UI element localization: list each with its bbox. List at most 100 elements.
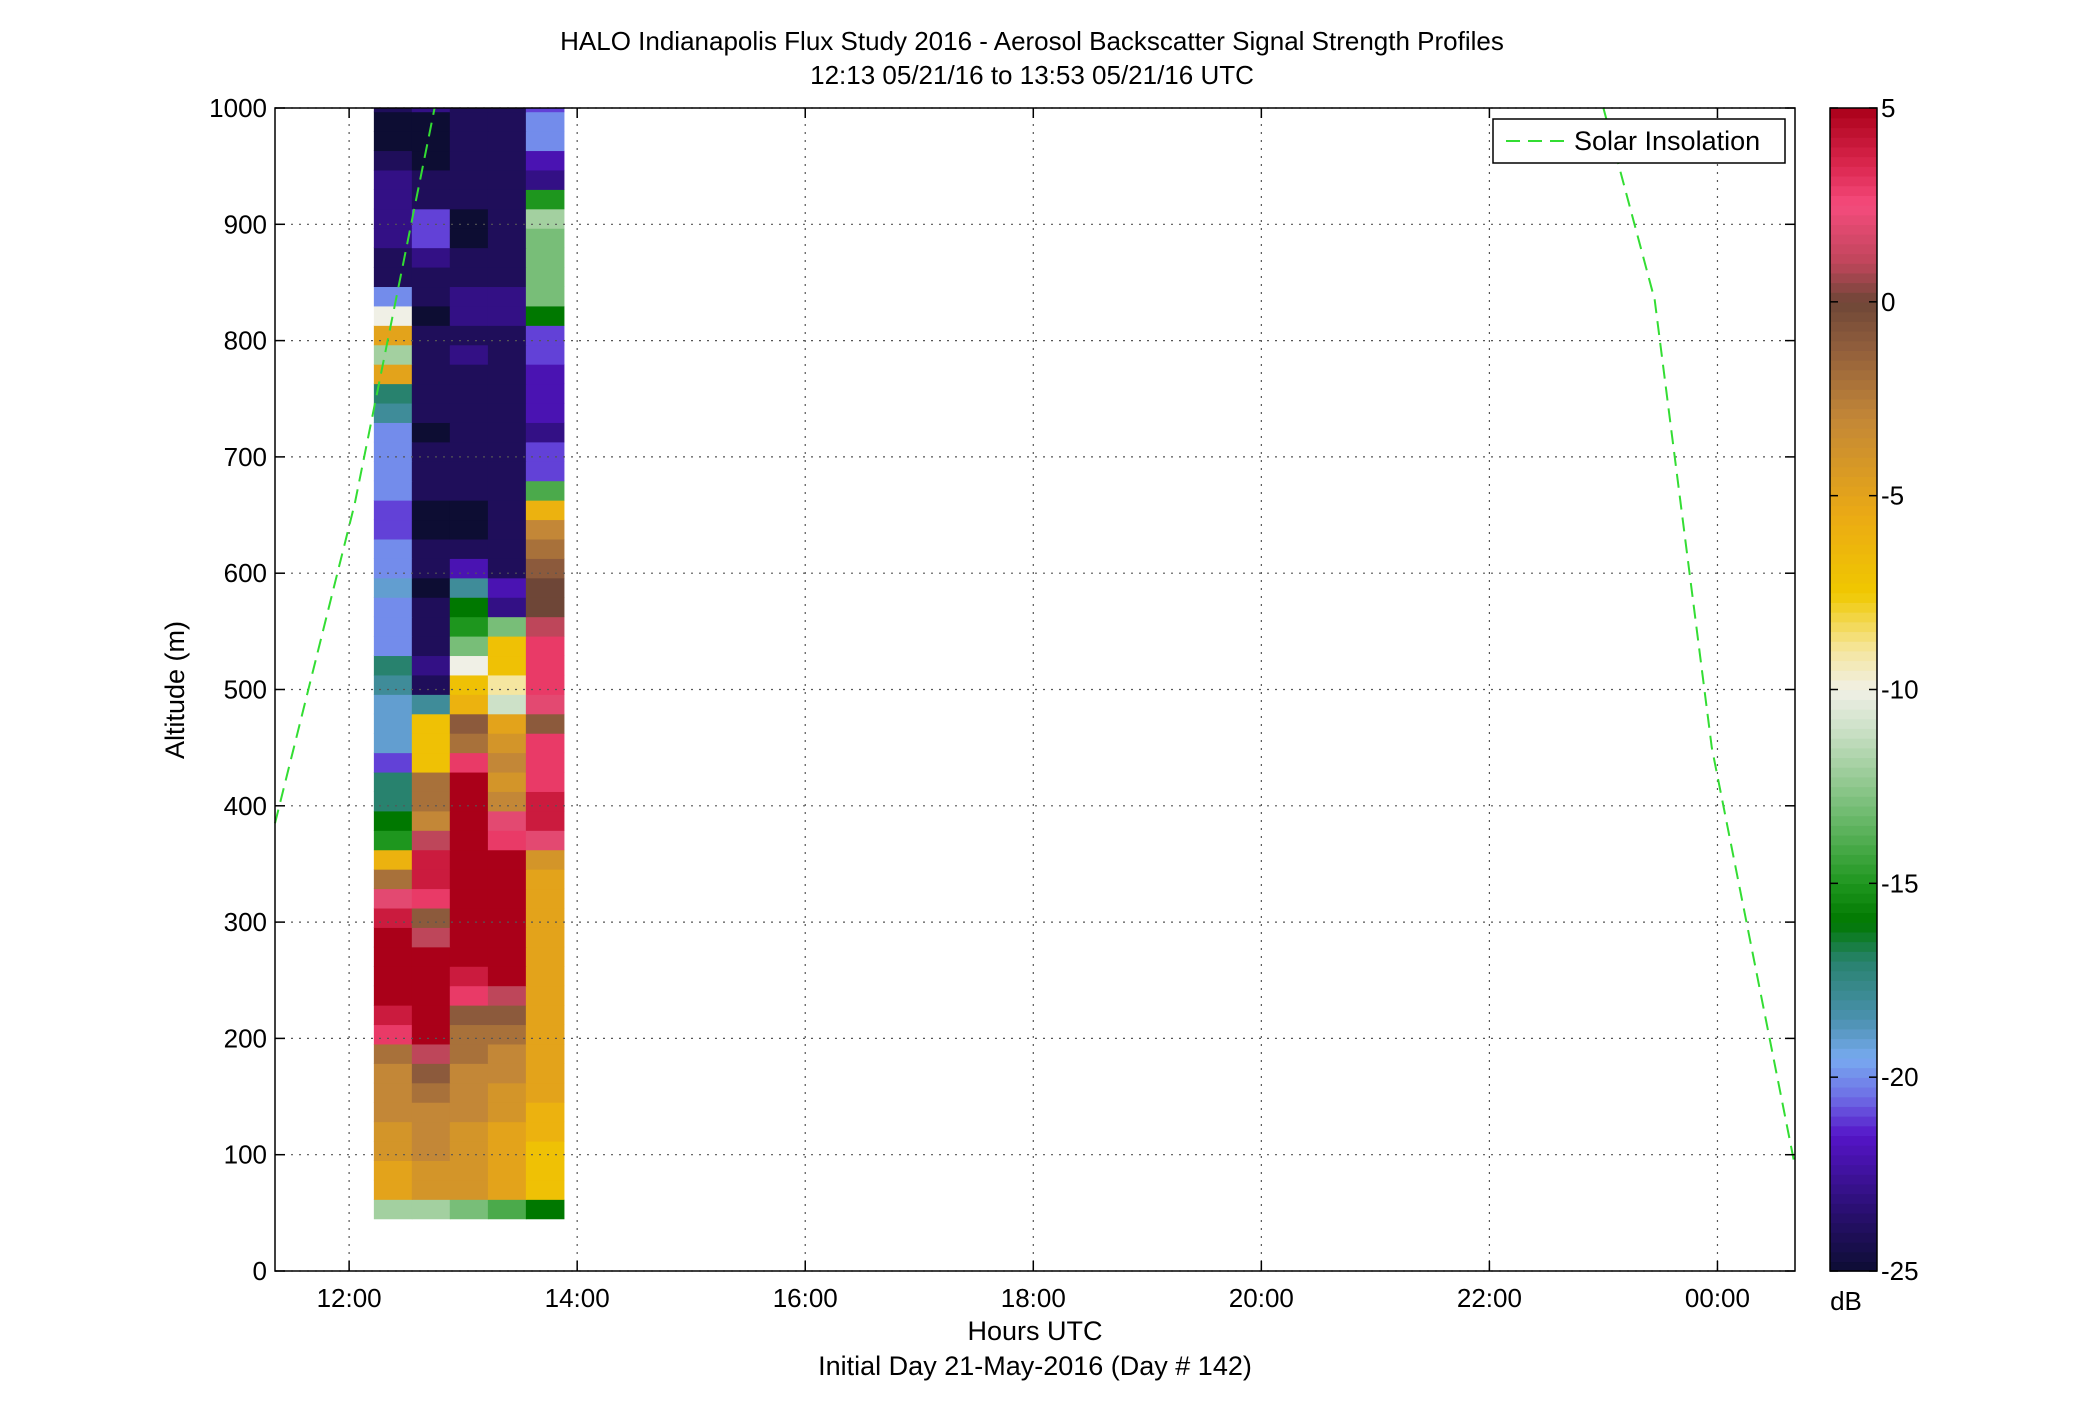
x-tick-label: 00:00 bbox=[1685, 1283, 1750, 1313]
colorbar-band bbox=[1830, 166, 1877, 177]
colorbar-band bbox=[1830, 689, 1877, 700]
colorbar-band bbox=[1830, 670, 1877, 681]
colorbar-band bbox=[1830, 737, 1877, 749]
y-tick-label: 200 bbox=[224, 1023, 267, 1053]
heatmap-cell bbox=[525, 286, 565, 307]
colorbar-band bbox=[1830, 796, 1877, 807]
colorbar-band bbox=[1830, 321, 1877, 332]
heatmap-cell bbox=[525, 480, 565, 501]
heatmap-cell bbox=[373, 752, 413, 773]
heatmap-cell bbox=[411, 810, 451, 831]
heatmap-cell bbox=[411, 985, 451, 1006]
heatmap-cell bbox=[373, 1160, 413, 1181]
heatmap-cell bbox=[487, 150, 527, 171]
heatmap-cell bbox=[449, 519, 489, 540]
x-tick-label: 20:00 bbox=[1229, 1283, 1294, 1313]
heatmap-cell bbox=[411, 1121, 451, 1142]
colorbar-tick-label: -15 bbox=[1881, 868, 1919, 898]
heatmap-cell bbox=[449, 771, 489, 792]
heatmap-cell bbox=[373, 1199, 413, 1220]
colorbar-band bbox=[1830, 534, 1877, 545]
heatmap-cell bbox=[411, 616, 451, 637]
heatmap-cell bbox=[487, 810, 527, 831]
colorbar-band bbox=[1830, 195, 1877, 206]
heatmap-cell bbox=[449, 131, 489, 152]
heatmap-cell bbox=[449, 1121, 489, 1142]
colorbar-band bbox=[1830, 1145, 1877, 1156]
colorbar-band bbox=[1830, 611, 1877, 623]
colorbar-band bbox=[1830, 922, 1877, 933]
heatmap-cell bbox=[525, 500, 565, 521]
heatmap-cell bbox=[449, 228, 489, 249]
heatmap-cell bbox=[411, 402, 451, 423]
heatmap-cell bbox=[411, 422, 451, 443]
heatmap-cell bbox=[373, 1121, 413, 1142]
y-tick-label: 300 bbox=[224, 907, 267, 937]
heatmap-cell bbox=[525, 1005, 565, 1026]
x-axis-sublabel: Initial Day 21-May-2016 (Day # 142) bbox=[818, 1351, 1252, 1381]
heatmap-cell bbox=[411, 480, 451, 501]
heatmap-cell bbox=[525, 1160, 565, 1181]
colorbar-band bbox=[1830, 951, 1877, 962]
heatmap-cell bbox=[373, 713, 413, 734]
colorbar-band bbox=[1830, 311, 1877, 322]
heatmap-cell bbox=[373, 422, 413, 443]
heatmap-cell bbox=[487, 616, 527, 637]
heatmap-cell bbox=[411, 111, 451, 132]
heatmap-cell bbox=[487, 538, 527, 559]
colorbar-band bbox=[1830, 1048, 1877, 1059]
colorbar-band bbox=[1830, 592, 1877, 603]
colorbar-band bbox=[1830, 524, 1877, 536]
heatmap-cell bbox=[487, 791, 527, 812]
heatmap-cell bbox=[373, 616, 413, 637]
heatmap-cell bbox=[525, 888, 565, 909]
heatmap-cell bbox=[411, 1160, 451, 1181]
y-tick-label: 700 bbox=[224, 442, 267, 472]
heatmap-cell bbox=[487, 1043, 527, 1064]
heatmap-cell bbox=[449, 325, 489, 346]
colorbar-band bbox=[1830, 718, 1877, 729]
y-tick-label: 1000 bbox=[209, 93, 267, 123]
heatmap-cell bbox=[487, 422, 527, 443]
heatmap-cell bbox=[449, 422, 489, 443]
heatmap-cell bbox=[525, 694, 565, 715]
heatmap-cell bbox=[525, 907, 565, 928]
colorbar-band bbox=[1830, 757, 1877, 768]
heatmap-cell bbox=[373, 500, 413, 521]
heatmap-cell bbox=[487, 266, 527, 288]
colorbar-band bbox=[1830, 204, 1877, 216]
heatmap-cell bbox=[373, 558, 413, 579]
colorbar-band bbox=[1830, 456, 1877, 468]
heatmap-cell bbox=[373, 1043, 413, 1064]
colorbar-band bbox=[1830, 893, 1877, 904]
heatmap-cell bbox=[411, 189, 451, 210]
colorbar-band bbox=[1830, 350, 1877, 361]
heatmap-cell bbox=[487, 1063, 527, 1084]
colorbar-band bbox=[1830, 970, 1877, 981]
heatmap-cell bbox=[373, 461, 413, 482]
heatmap-cell bbox=[487, 558, 527, 579]
colorbar-unit-label: dB bbox=[1830, 1286, 1862, 1316]
heatmap-cell bbox=[525, 519, 565, 540]
colorbar-band bbox=[1830, 573, 1877, 584]
heatmap-cell bbox=[525, 577, 565, 598]
heatmap-cell bbox=[525, 305, 565, 326]
heatmap-cell bbox=[411, 286, 451, 307]
heatmap-cell bbox=[487, 830, 527, 851]
colorbar-band bbox=[1830, 544, 1877, 555]
heatmap-cell bbox=[525, 383, 565, 404]
heatmap-cell bbox=[525, 441, 565, 462]
heatmap-cell bbox=[525, 1024, 565, 1045]
heatmap-cell bbox=[525, 597, 565, 618]
colorbar-band bbox=[1830, 1154, 1877, 1166]
heatmap-cell bbox=[411, 733, 451, 754]
colorbar-band bbox=[1830, 185, 1877, 196]
colorbar-band bbox=[1830, 127, 1877, 138]
colorbar-tick-label: -10 bbox=[1881, 675, 1919, 705]
heatmap-cell bbox=[487, 364, 527, 385]
colorbar-band bbox=[1830, 582, 1877, 594]
colorbar-band bbox=[1830, 117, 1877, 129]
colorbar-band bbox=[1830, 776, 1877, 788]
heatmap-cell bbox=[411, 577, 451, 598]
heatmap-cell bbox=[525, 946, 565, 967]
